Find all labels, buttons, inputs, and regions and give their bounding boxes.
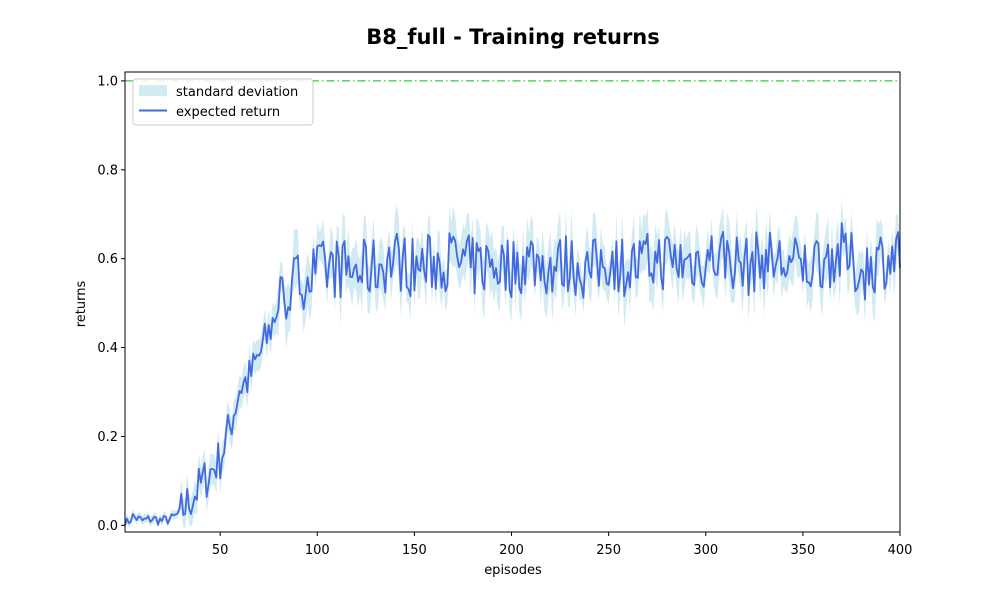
- expected-return-line: [124, 222, 901, 526]
- y-tick-label: 1.0: [97, 74, 118, 89]
- y-tick-label: 0.4: [97, 341, 118, 356]
- y-tick-label: 0.8: [97, 163, 118, 178]
- legend: standard deviation expected return: [132, 78, 314, 126]
- x-tick-label: 350: [790, 543, 815, 558]
- x-tick-label: 100: [305, 543, 330, 558]
- y-axis-label: returns: [74, 281, 89, 328]
- series-line-layer: [124, 222, 901, 526]
- legend-label-line: expected return: [176, 105, 280, 120]
- x-tick-label: 50: [212, 543, 229, 558]
- x-axis-ticks: 50 100 150 200 250 300 350 400: [212, 532, 913, 558]
- legend-label-band: standard deviation: [176, 85, 298, 100]
- y-tick-label: 0.0: [97, 519, 118, 534]
- legend-box: [132, 78, 314, 126]
- x-axis-label: episodes: [484, 563, 542, 578]
- y-axis-ticks: 0.0 0.2 0.4 0.6 0.8 1.0: [97, 74, 125, 534]
- x-tick-label: 300: [693, 543, 718, 558]
- y-tick-label: 0.6: [97, 252, 118, 267]
- x-tick-label: 150: [402, 543, 427, 558]
- plot-area-frame: [124, 71, 901, 533]
- chart-title: B8_full - Training returns: [366, 25, 660, 49]
- x-tick-label: 250: [596, 543, 621, 558]
- y-tick-label: 0.2: [97, 430, 118, 445]
- x-tick-label: 400: [888, 543, 913, 558]
- legend-swatch-band: [139, 85, 167, 96]
- x-tick-label: 200: [499, 543, 524, 558]
